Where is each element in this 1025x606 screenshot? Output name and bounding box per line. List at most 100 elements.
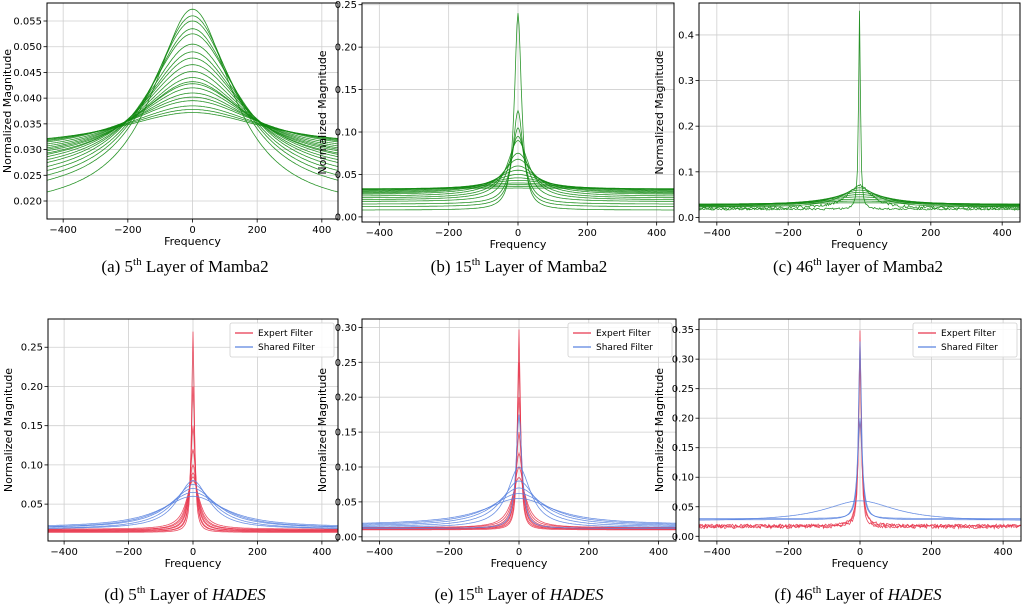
series-line <box>47 92 338 145</box>
y-tick-label: 0.025 <box>13 171 42 182</box>
x-tick-label: 200 <box>921 228 940 239</box>
series-group <box>362 329 676 531</box>
series-line <box>362 177 674 192</box>
x-tick-label: −200 <box>435 228 462 239</box>
legend-label: Shared Filter <box>258 343 315 353</box>
x-tick-label: −400 <box>703 228 730 239</box>
x-tick-label: 0 <box>857 547 863 558</box>
series-line <box>48 331 338 533</box>
caption-model: Mamba2 <box>883 257 943 276</box>
caption-superscript: th <box>475 584 484 596</box>
y-tick-label: 0.25 <box>335 358 357 369</box>
y-tick-label: 0.040 <box>13 94 42 105</box>
series-line <box>48 495 338 526</box>
series-line <box>48 484 338 529</box>
chart-panel-1: −400 −200 0 200 400 0.020 0.025 0.030 0.035 0.040… <box>1 2 339 276</box>
series-line <box>362 397 676 530</box>
series-line <box>699 202 1020 205</box>
y-tick-label: 0.4 <box>678 30 694 41</box>
y-tick-label: 0.30 <box>335 323 357 334</box>
series-line <box>362 498 676 524</box>
legend-label: Expert Filter <box>941 329 996 339</box>
chart-panel-6: −400 −200 0 200 400 0.00 0.05 0.10 0.15 0.20 0.25 0… <box>653 318 1022 604</box>
panel-caption: (e) 15th Layer of HADES <box>434 584 604 604</box>
legend: Expert Filter Shared Filter <box>567 322 673 358</box>
series-line <box>362 187 674 190</box>
x-tick-label: −400 <box>49 225 76 236</box>
caption-model: Mamba2 <box>547 257 607 276</box>
x-tick-label: 400 <box>994 547 1013 558</box>
chart-panel-2: −400 −200 0 200 400 0.00 0.05 0.10 0.15 0.20 0.25 F… <box>316 0 675 276</box>
y-tick-label: 0.020 <box>13 197 42 208</box>
x-tick-label: 0 <box>189 225 195 236</box>
y-axis-label: Normalized Magnitude <box>316 368 329 492</box>
series-line <box>362 140 674 200</box>
caption-prefix: (e) 15 <box>434 585 474 604</box>
y-tick-label: 0.25 <box>21 343 43 354</box>
y-tick-label: 0.20 <box>335 393 357 404</box>
series-line <box>47 20 338 176</box>
x-axis-label: Frequency <box>832 557 889 570</box>
x-axis-label: Frequency <box>490 238 547 251</box>
series-line <box>362 493 676 525</box>
series-line <box>699 189 1020 207</box>
series-line <box>362 180 674 191</box>
caption-model: HADES <box>887 585 942 604</box>
y-tick-label: 0.30 <box>672 355 694 366</box>
series-line <box>47 112 338 139</box>
legend-label: Expert Filter <box>258 329 313 339</box>
y-tick-label: 0.05 <box>672 502 694 513</box>
y-tick-label: 0.05 <box>21 500 43 511</box>
x-tick-label: 400 <box>312 225 331 236</box>
series-line <box>48 492 338 527</box>
x-axis-label: Frequency <box>165 557 222 570</box>
y-tick-label: 0.10 <box>335 463 357 474</box>
series-line <box>47 81 338 150</box>
series-line <box>47 64 338 155</box>
caption-superscript: th <box>813 584 822 596</box>
series-line <box>362 127 674 205</box>
y-axis-label: Normalized Magnitude <box>316 50 329 174</box>
y-tick-label: 0.050 <box>13 42 42 53</box>
series-line <box>362 466 676 528</box>
caption-prefix: (a) 5 <box>101 257 133 276</box>
series-line <box>699 183 1020 211</box>
x-tick-label: −200 <box>775 547 802 558</box>
chart-panel-4: −400 −200 0 200 400 0.05 0.10 0.15 0.20 0.25 Frequ… <box>2 318 339 604</box>
caption-model: HADES <box>211 585 266 604</box>
series-line <box>362 329 676 531</box>
series-line <box>362 165 674 195</box>
y-axis-label: Normalized Magnitude <box>653 368 666 492</box>
x-tick-label: 400 <box>312 547 331 558</box>
series-line <box>362 158 674 197</box>
series-group <box>47 8 338 193</box>
caption-model: HADES <box>549 585 604 604</box>
series-line <box>362 480 676 527</box>
series-line <box>362 174 674 193</box>
x-tick-label: 400 <box>993 228 1012 239</box>
y-tick-label: 0.030 <box>13 145 42 156</box>
x-tick-label: 0 <box>515 228 521 239</box>
chart-panel-3: −400 −200 0 200 400 0.0 0.1 0.2 0.3 0.4 Frequency N… <box>653 2 1021 276</box>
series-line <box>362 109 674 207</box>
chart-panel-5: −400 −200 0 200 400 0.00 0.05 0.10 0.15 0.20 0.25 0… <box>316 318 677 604</box>
x-tick-label: −200 <box>114 225 141 236</box>
y-axis-label: Normalized Magnitude <box>1 49 14 173</box>
caption-suffix: Layer of <box>480 257 547 276</box>
series-line <box>48 487 338 528</box>
y-axis-label: Normalized Magnitude <box>653 50 666 174</box>
series-group <box>699 10 1020 211</box>
x-tick-label: 400 <box>649 547 668 558</box>
series-line <box>47 8 338 193</box>
x-tick-label: 200 <box>578 228 597 239</box>
series-line <box>48 425 338 532</box>
series-line <box>47 77 338 152</box>
y-tick-label: 0.10 <box>21 460 43 471</box>
x-tick-label: 200 <box>922 547 941 558</box>
x-tick-label: 200 <box>248 547 267 558</box>
y-tick-label: 0.10 <box>335 128 357 139</box>
series-line <box>47 28 338 171</box>
series-line <box>699 187 1020 208</box>
caption-suffix: Layer of <box>145 585 212 604</box>
y-tick-label: 0.1 <box>678 167 694 178</box>
